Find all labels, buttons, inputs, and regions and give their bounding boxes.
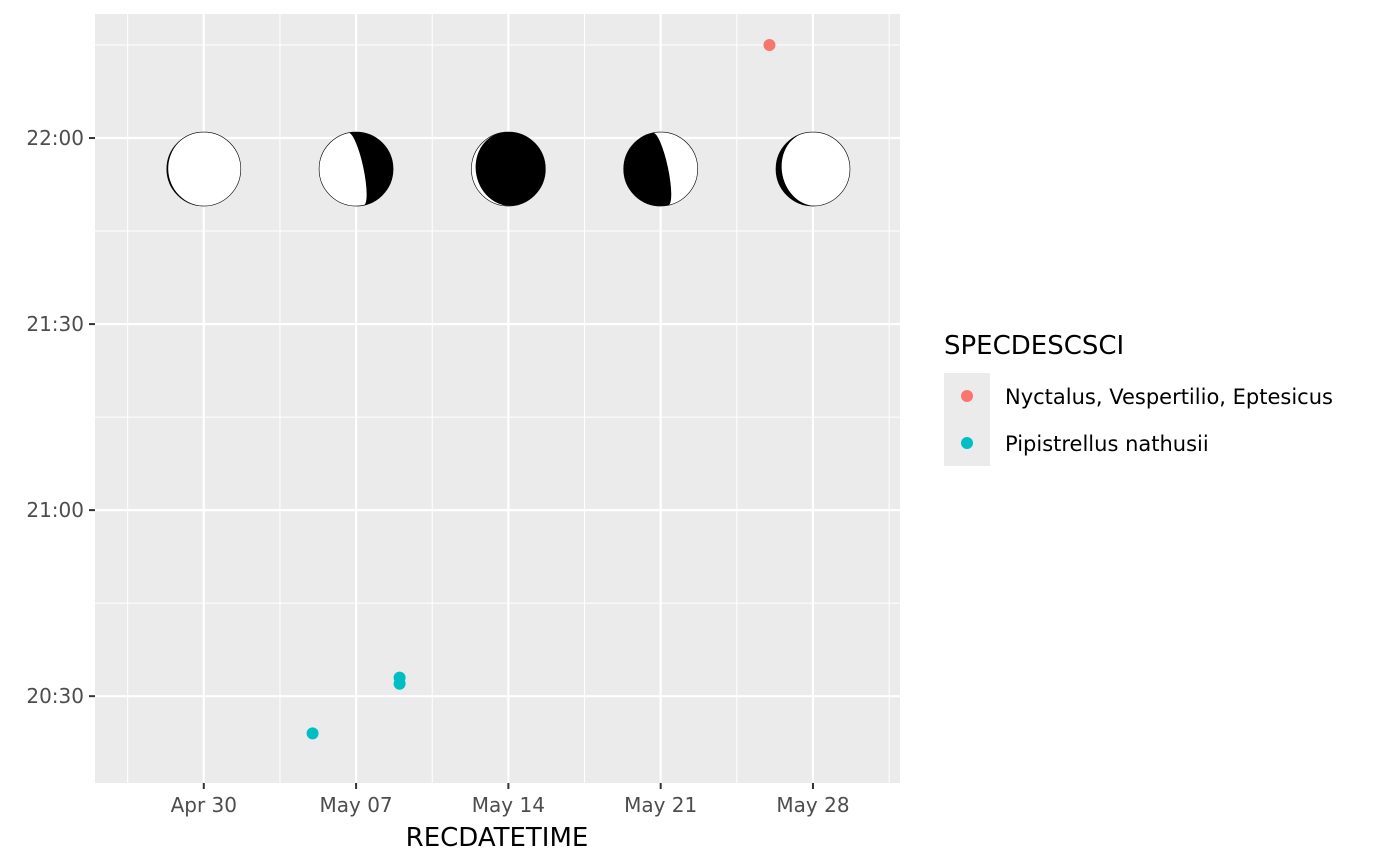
x-tick-label: May 14 [472, 793, 545, 817]
legend-title: SPECDESCSCI [944, 331, 1124, 361]
moon-lit-part [781, 132, 850, 206]
legend: SPECDESCSCI Nyctalus, Vespertilio, Eptes… [944, 331, 1333, 466]
moon-outline [166, 131, 242, 207]
legend-label-series-0: Nyctalus, Vespertilio, Eptesicus [1005, 385, 1333, 409]
moon-outline [775, 131, 851, 207]
moon-phase-waning-gibbous [318, 131, 394, 207]
moon-disc [471, 132, 546, 207]
x-axis-title: RECDATETIME [406, 823, 589, 853]
point-series-1 [306, 727, 319, 740]
moon-lit-part [652, 132, 698, 206]
legend-key-series-1 [961, 437, 973, 449]
axis-ticks [89, 137, 814, 789]
moon-lit-part [319, 132, 367, 206]
y-tick-label: 22:00 [26, 126, 84, 150]
legend-key-series-0 [961, 390, 973, 402]
x-tick-label: May 28 [776, 793, 849, 817]
y-tick-label: 21:00 [26, 498, 84, 522]
moon-lit-part [168, 132, 241, 206]
moon-outline [471, 131, 546, 207]
moon-phase-waxing-gibbous [166, 131, 242, 207]
y-tick-label: 21:30 [26, 312, 84, 336]
moon-phase-waning-crescent [471, 131, 546, 207]
point-series-0 [763, 39, 776, 52]
x-tick-label: Apr 30 [171, 793, 237, 817]
legend-key-background [944, 373, 990, 466]
axis-tick-labels: Apr 30 May 07 May 14 May 21 May 28 20:30 21:00… [26, 126, 849, 817]
moon-phase-icons [166, 131, 851, 207]
moon-phase-waxing-crescent [623, 131, 698, 207]
point-series-1 [393, 677, 406, 690]
data-points [306, 39, 776, 740]
legend-label-series-1: Pipistrellus nathusii [1005, 432, 1209, 456]
moon-outline [623, 131, 698, 207]
y-tick-label: 20:30 [26, 684, 84, 708]
plot-panel [95, 14, 900, 783]
x-tick-label: May 21 [624, 793, 697, 817]
moon-phase-waxing-gibbous [775, 131, 851, 207]
moon-outline [318, 131, 394, 207]
x-tick-label: May 07 [320, 793, 393, 817]
